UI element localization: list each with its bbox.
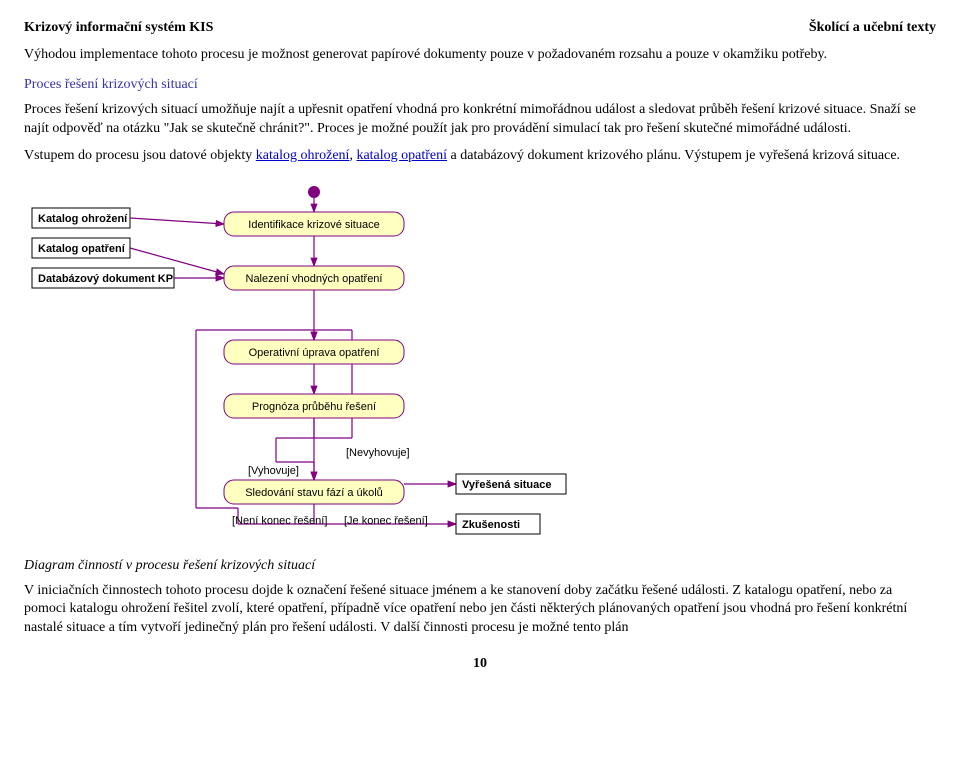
svg-text:Katalog ohrožení: Katalog ohrožení xyxy=(38,213,128,225)
svg-text:Identifikace krizové situace: Identifikace krizové situace xyxy=(248,219,379,231)
header-right: Školící a učební texty xyxy=(809,20,936,36)
svg-text:Vyřešená situace: Vyřešená situace xyxy=(462,479,551,491)
section-title: Proces řešení krizových situací xyxy=(24,77,936,93)
svg-text:Operativní úprava opatření: Operativní úprava opatření xyxy=(249,347,380,359)
svg-text:Prognóza průběhu řešení: Prognóza průběhu řešení xyxy=(252,401,376,413)
body2-mid2: a databázový dokument krizového plánu. V… xyxy=(447,148,900,163)
page-number: 10 xyxy=(24,656,936,672)
svg-text:Katalog opatření: Katalog opatření xyxy=(38,243,126,255)
link-katalog-opatreni[interactable]: katalog opatření xyxy=(356,148,447,163)
body-paragraph-1: Proces řešení krizových situací umožňuje… xyxy=(24,101,936,139)
svg-text:[Není konec řešení]: [Není konec řešení] xyxy=(232,515,327,527)
svg-text:Sledování stavu fází a úkolů: Sledování stavu fází a úkolů xyxy=(245,487,383,499)
diagram-caption: Diagram činností v procesu řešení krizov… xyxy=(24,558,936,574)
svg-text:Zkušenosti: Zkušenosti xyxy=(462,519,520,531)
body2-pre: Vstupem do procesu jsou datové objekty xyxy=(24,148,256,163)
intro-paragraph: Výhodou implementace tohoto procesu je m… xyxy=(24,46,936,65)
activity-diagram-svg: Katalog ohrožení Katalog opatření Databázo… xyxy=(24,180,624,550)
svg-text:[Nevyhovuje]: [Nevyhovuje] xyxy=(346,447,410,459)
svg-text:Databázový dokument KP: Databázový dokument KP xyxy=(38,273,173,285)
svg-text:[Je konec řešení]: [Je konec řešení] xyxy=(344,515,428,527)
link-katalog-ohrozeni[interactable]: katalog ohrožení xyxy=(256,148,350,163)
svg-text:[Vyhovuje]: [Vyhovuje] xyxy=(248,465,299,477)
header-left: Krizový informační systém KIS xyxy=(24,20,213,36)
activity-diagram: Katalog ohrožení Katalog opatření Databázo… xyxy=(24,180,936,550)
svg-text:Nalezení vhodných opatření: Nalezení vhodných opatření xyxy=(246,273,383,285)
bottom-paragraph: V iniciačních činnostech tohoto procesu … xyxy=(24,582,936,639)
page-header: Krizový informační systém KIS Školící a … xyxy=(24,20,936,36)
body-paragraph-2: Vstupem do procesu jsou datové objekty k… xyxy=(24,147,936,166)
